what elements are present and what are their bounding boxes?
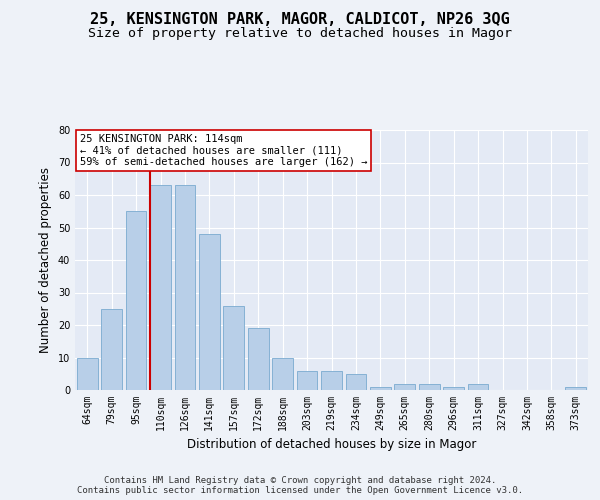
Bar [150, 185, 171, 390]
Text: Size of property relative to detached houses in Magor: Size of property relative to detached ho… [88, 28, 512, 40]
Bar [467, 384, 488, 390]
Bar [248, 328, 269, 390]
Bar [419, 384, 440, 390]
Bar [272, 358, 293, 390]
Bar [175, 185, 196, 390]
Bar [346, 374, 367, 390]
Bar [296, 370, 317, 390]
Bar [443, 387, 464, 390]
Text: 25 KENSINGTON PARK: 114sqm
← 41% of detached houses are smaller (111)
59% of sem: 25 KENSINGTON PARK: 114sqm ← 41% of deta… [80, 134, 368, 167]
Bar [321, 370, 342, 390]
Text: Contains HM Land Registry data © Crown copyright and database right 2024.
Contai: Contains HM Land Registry data © Crown c… [77, 476, 523, 495]
Text: 25, KENSINGTON PARK, MAGOR, CALDICOT, NP26 3QG: 25, KENSINGTON PARK, MAGOR, CALDICOT, NP… [90, 12, 510, 28]
Bar [101, 308, 122, 390]
Bar [370, 387, 391, 390]
Bar [565, 387, 586, 390]
Bar [77, 358, 98, 390]
Y-axis label: Number of detached properties: Number of detached properties [39, 167, 52, 353]
Bar [199, 234, 220, 390]
Bar [125, 211, 146, 390]
X-axis label: Distribution of detached houses by size in Magor: Distribution of detached houses by size … [187, 438, 476, 452]
Bar [394, 384, 415, 390]
Bar [223, 306, 244, 390]
